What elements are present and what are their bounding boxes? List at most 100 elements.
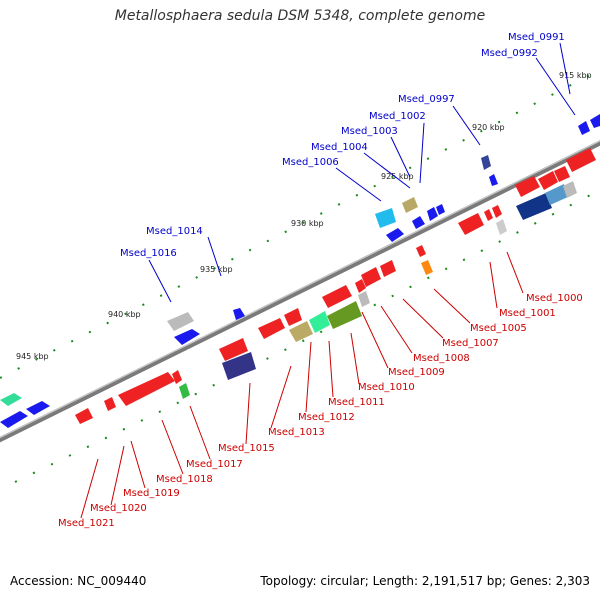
gene-label-msed-0991[interactable]: Msed_0991 <box>508 32 565 43</box>
gene-block[interactable] <box>563 181 577 198</box>
gene-label-msed-1017[interactable]: Msed_1017 <box>186 459 243 470</box>
leader-line <box>363 152 411 189</box>
gene-label-msed-0997[interactable]: Msed_0997 <box>398 94 455 105</box>
genome-backbone <box>0 140 600 443</box>
gene-block[interactable] <box>174 329 200 345</box>
gene-label-msed-1014[interactable]: Msed_1014 <box>146 226 203 237</box>
gene-block[interactable] <box>515 176 540 197</box>
gene-block[interactable] <box>322 285 352 308</box>
leader-line <box>148 259 172 303</box>
gene-block[interactable] <box>458 213 484 235</box>
leader-line <box>130 440 146 489</box>
leader-line <box>390 136 411 178</box>
gene-block[interactable] <box>233 308 245 320</box>
leader-line <box>433 288 471 324</box>
gene-label-msed-1004[interactable]: Msed_1004 <box>311 142 368 153</box>
leader-line <box>361 311 389 369</box>
gene-label-msed-1009[interactable]: Msed_1009 <box>388 367 445 378</box>
gene-label-msed-1003[interactable]: Msed_1003 <box>341 126 398 137</box>
gene-block[interactable] <box>309 311 330 333</box>
gene-block[interactable] <box>412 216 425 229</box>
gene-block[interactable] <box>172 370 182 384</box>
gene-label-msed-1005[interactable]: Msed_1005 <box>470 323 527 334</box>
gene-block[interactable] <box>258 318 285 339</box>
gene-label-msed-1008[interactable]: Msed_1008 <box>413 353 470 364</box>
gene-block[interactable] <box>167 312 194 331</box>
scale-label-945: 945 kbp <box>16 352 49 361</box>
accession-text: Accession: NC_009440 <box>10 574 147 588</box>
gene-block[interactable] <box>481 155 491 170</box>
leader-line <box>207 236 222 277</box>
gene-label-msed-1021[interactable]: Msed_1021 <box>58 518 115 529</box>
gene-block[interactable] <box>489 174 498 186</box>
gene-label-msed-1012[interactable]: Msed_1012 <box>298 412 355 423</box>
gene-label-msed-1013[interactable]: Msed_1013 <box>268 427 325 438</box>
gene-block[interactable] <box>361 267 381 287</box>
map-title: Metallosphaera sedula DSM 5348, complete… <box>114 8 486 24</box>
gene-block[interactable] <box>538 171 558 190</box>
gene-block[interactable] <box>289 321 313 342</box>
gene-label-msed-1018[interactable]: Msed_1018 <box>156 474 213 485</box>
gene-block[interactable] <box>26 401 50 415</box>
leader-line <box>305 341 312 413</box>
gene-block[interactable] <box>222 352 256 380</box>
leader-line <box>559 42 571 95</box>
leader-line <box>245 382 251 445</box>
gene-block[interactable] <box>375 208 396 228</box>
leader-line <box>380 305 413 354</box>
gene-block[interactable] <box>516 193 552 220</box>
leader-line <box>452 105 481 146</box>
gene-label-msed-1015[interactable]: Msed_1015 <box>218 443 275 454</box>
gene-block[interactable] <box>421 260 433 275</box>
leader-line <box>161 419 184 475</box>
gene-block[interactable] <box>427 207 438 221</box>
gene-label-msed-1002[interactable]: Msed_1002 <box>369 111 426 122</box>
gene-block[interactable] <box>566 148 596 172</box>
gene-label-msed-1011[interactable]: Msed_1011 <box>328 397 385 408</box>
gene-label-msed-1010[interactable]: Msed_1010 <box>358 382 415 393</box>
gene-label-msed-1019[interactable]: Msed_1019 <box>123 488 180 499</box>
leader-line <box>189 405 211 460</box>
gene-label-msed-1000[interactable]: Msed_1000 <box>526 293 583 304</box>
gene-block[interactable] <box>355 279 366 293</box>
scale-label-930: 930 kbp <box>291 219 324 228</box>
scale-label-920: 920 kbp <box>472 123 505 132</box>
gene-label-msed-1020[interactable]: Msed_1020 <box>90 503 147 514</box>
scale-ring-inner <box>14 189 600 483</box>
gene-block[interactable] <box>327 301 362 329</box>
gene-block[interactable] <box>118 372 175 406</box>
scale-label-925: 925 kbp <box>381 172 414 181</box>
gene-label-msed-1007[interactable]: Msed_1007 <box>442 338 499 349</box>
gene-label-msed-1016[interactable]: Msed_1016 <box>120 248 177 259</box>
gene-block[interactable] <box>0 411 28 428</box>
gene-block[interactable] <box>578 121 590 135</box>
gene-label-msed-0992[interactable]: Msed_0992 <box>481 48 538 59</box>
leader-line <box>80 458 99 519</box>
gene-block[interactable] <box>416 245 426 257</box>
gene-label-msed-1006[interactable]: Msed_1006 <box>282 157 339 168</box>
gene-block[interactable] <box>484 209 493 221</box>
gene-block[interactable] <box>496 219 507 235</box>
gene-block[interactable] <box>284 308 302 326</box>
leader-line <box>402 298 444 339</box>
gene-block[interactable] <box>358 291 370 307</box>
leader-line <box>489 261 498 309</box>
gene-block[interactable] <box>219 338 248 361</box>
genome-summary-text: Topology: circular; Length: 2,191,517 bp… <box>260 574 590 588</box>
leader-line <box>419 122 425 184</box>
gene-block[interactable] <box>554 166 570 182</box>
leader-line <box>535 57 576 116</box>
gene-block[interactable] <box>492 205 502 218</box>
gene-label-msed-1001[interactable]: Msed_1001 <box>499 308 556 319</box>
scale-label-915: 915 kbp <box>559 71 592 80</box>
gene-block[interactable] <box>0 393 22 406</box>
gene-block[interactable] <box>436 204 445 215</box>
gene-block[interactable] <box>179 383 190 399</box>
gene-block[interactable] <box>386 228 404 242</box>
gene-block[interactable] <box>590 114 600 128</box>
gene-block[interactable] <box>402 197 418 213</box>
gene-block[interactable] <box>380 260 396 277</box>
gene-block[interactable] <box>104 397 116 411</box>
gene-block[interactable] <box>545 184 568 205</box>
gene-block[interactable] <box>75 408 93 424</box>
